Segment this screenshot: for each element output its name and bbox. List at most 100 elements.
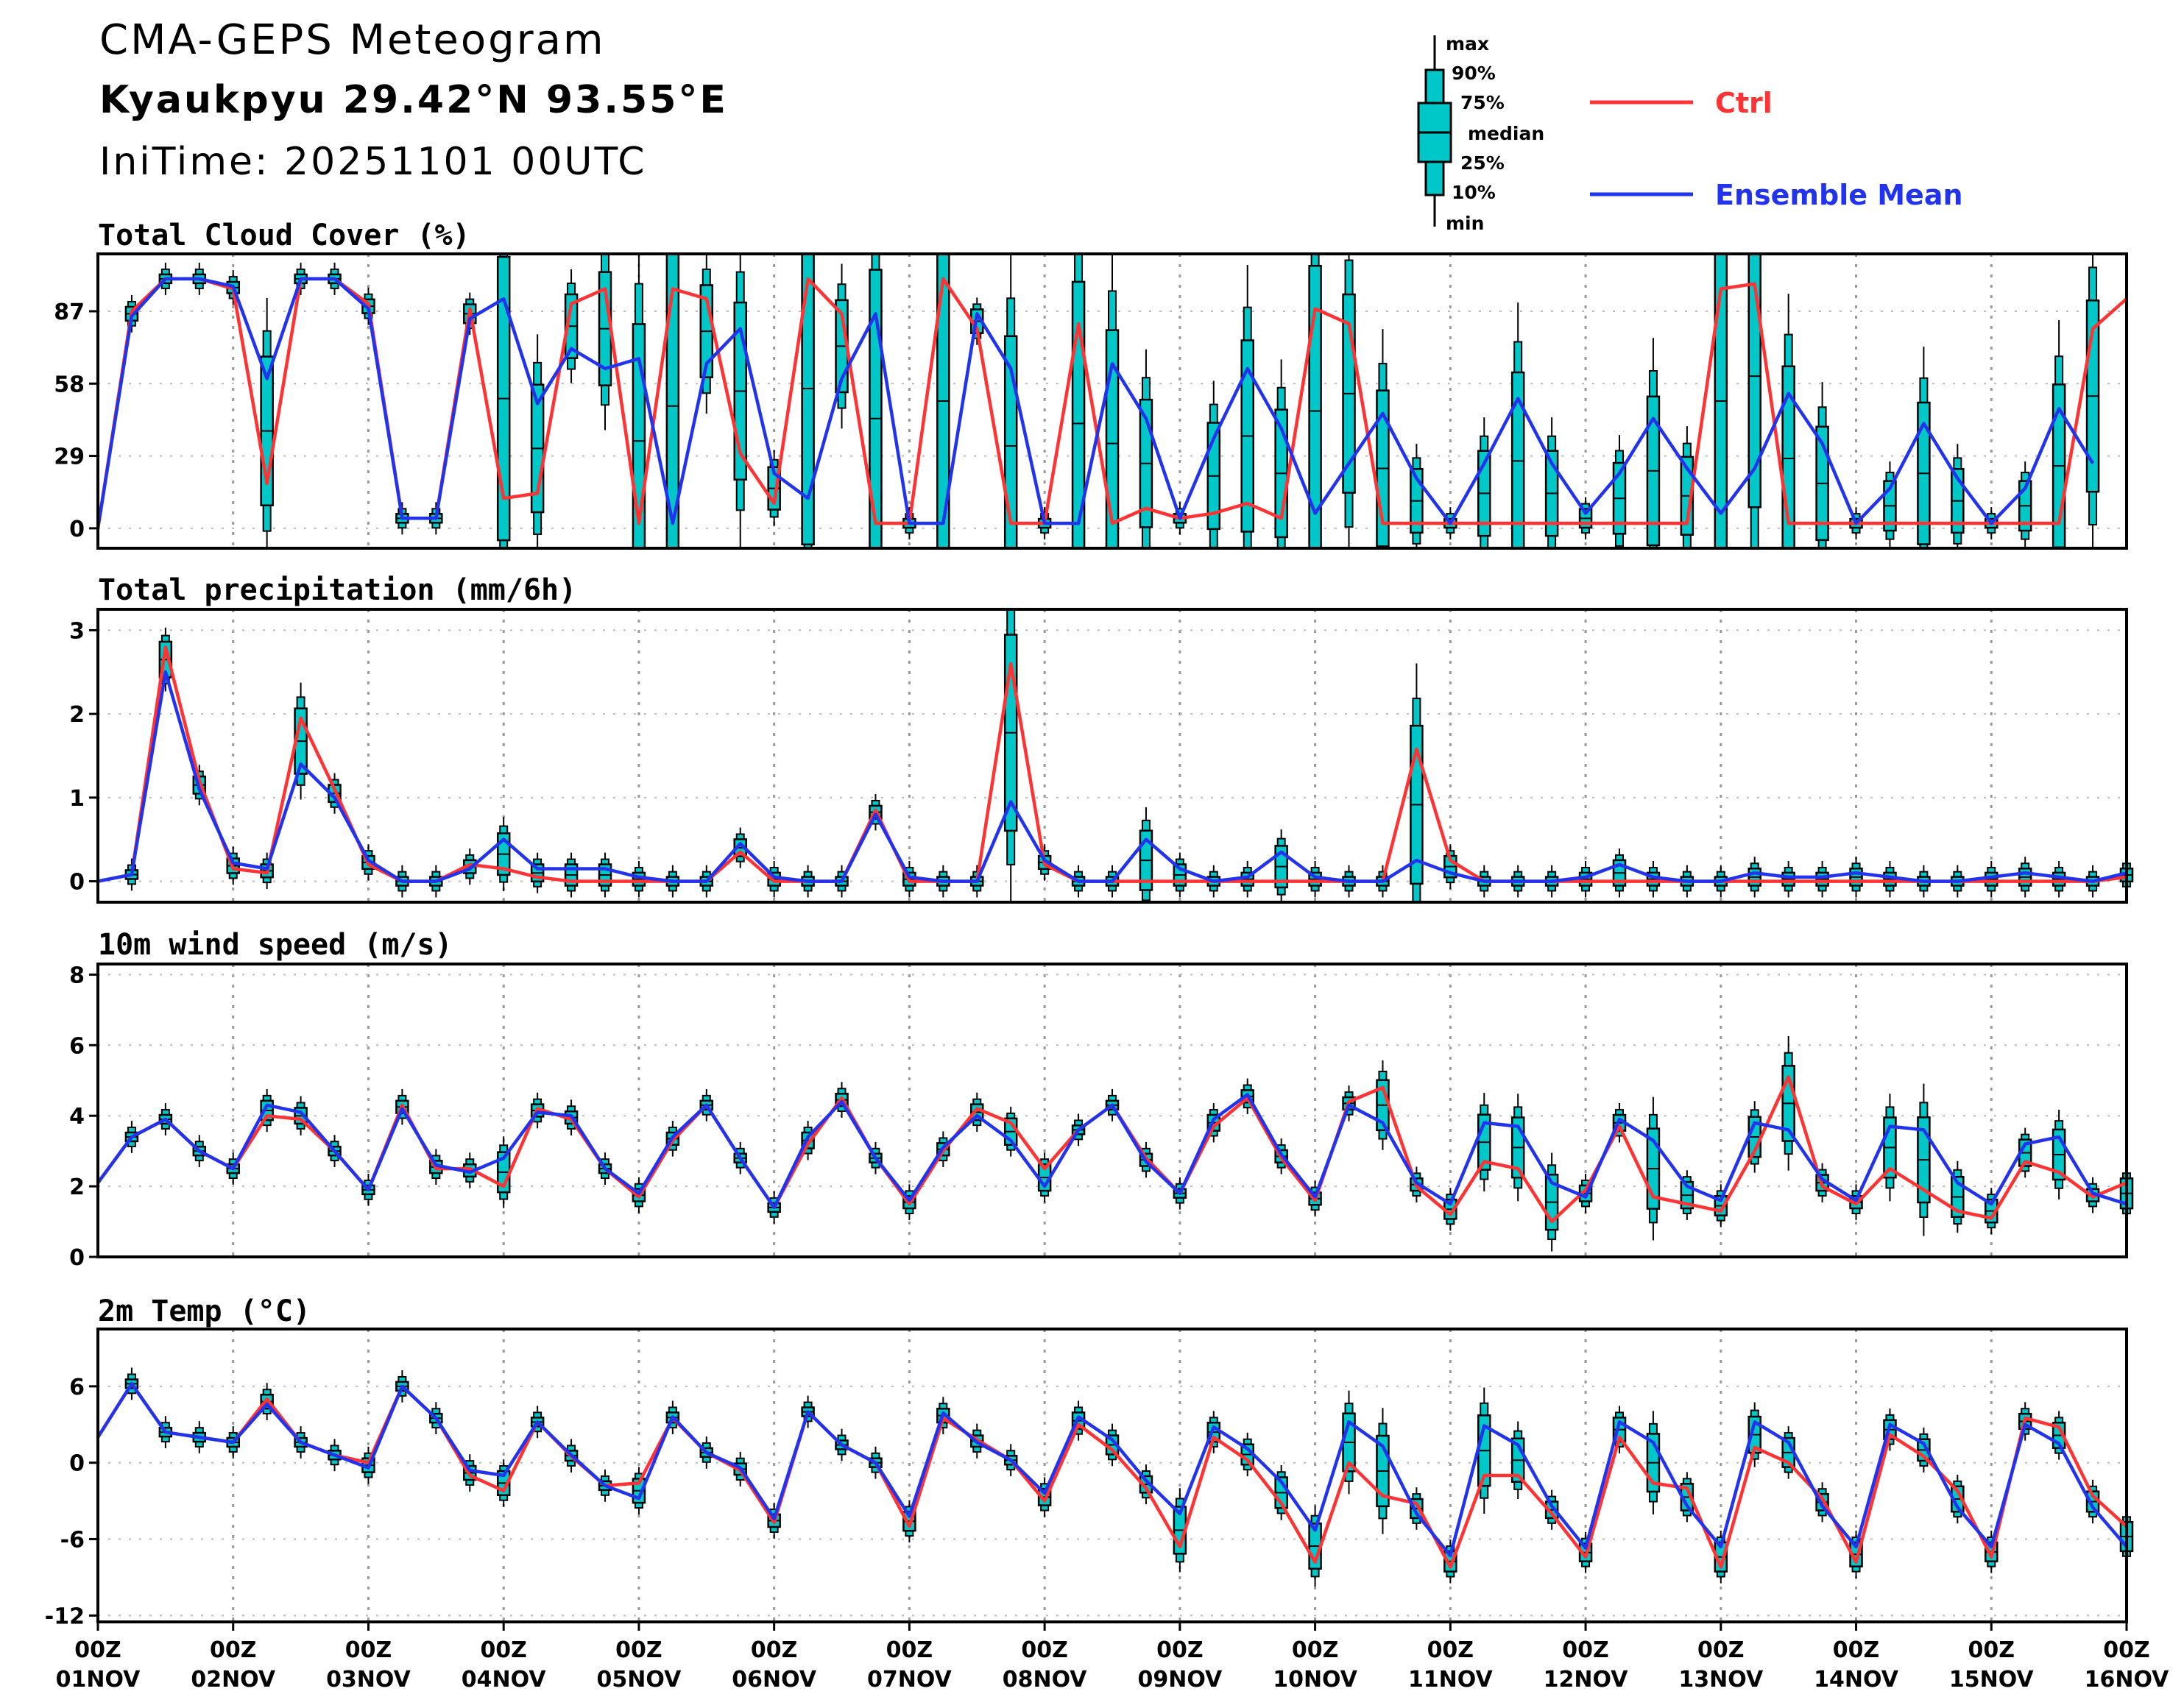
- x-tick-hour: 00Z: [1833, 1637, 1880, 1663]
- box-glyph: [2052, 1110, 2066, 1200]
- y-tick-label: -6: [60, 1528, 85, 1553]
- box-glyph: [1680, 1170, 1694, 1220]
- y-tick-label: 6: [69, 1033, 85, 1059]
- box-glyph: [1510, 1094, 1525, 1202]
- box-glyph: [1781, 860, 1795, 898]
- box-glyph: [1646, 338, 1661, 549]
- x-tick-date: 16NOV: [2085, 1667, 2170, 1693]
- y-tick-label: 87: [54, 300, 85, 325]
- box-glyph: [1477, 1093, 1491, 1192]
- legend-max-label: max: [1446, 33, 1489, 54]
- box-glyph: [1917, 347, 1931, 549]
- y-tick-label: 6: [69, 1375, 85, 1400]
- box-glyph: [2085, 254, 2100, 548]
- box-glyph: [1003, 609, 1018, 902]
- box-glyph: [1477, 1387, 1491, 1514]
- panel-frame: [96, 608, 2128, 904]
- box-glyph: [1544, 1152, 1559, 1252]
- box-glyph: [1781, 294, 1795, 550]
- box-glyph: [564, 852, 579, 898]
- x-axis: 00Z 01NOV 00Z 02NOV 00Z 03NOV 00Z 04NOV 00Z 05NOV…: [56, 1622, 2170, 1693]
- station-location: Kyaukpyu 29.42°N 93.55°E: [99, 78, 728, 122]
- box-glyph: [1173, 852, 1187, 898]
- box-glyph: [1612, 435, 1627, 548]
- legend-mean-label: Ensemble Mean: [1715, 179, 1963, 211]
- panel-title: Total Cloud Cover (%): [98, 219, 470, 252]
- x-tick-hour: 00Z: [1562, 1637, 1609, 1663]
- box-glyph: [1612, 848, 1627, 898]
- box-glyph: [1240, 264, 1254, 549]
- x-tick-hour: 00Z: [345, 1637, 392, 1663]
- box-glyph: [1376, 1060, 1390, 1150]
- ensemble-mean-series-line: [96, 277, 2095, 529]
- ctrl-series-line: [96, 1382, 2128, 1569]
- box-glyph: [1883, 1094, 1897, 1202]
- x-tick-date: 04NOV: [462, 1667, 547, 1693]
- box-glyph: [496, 817, 511, 892]
- panel-2: Total precipitation (mm/6h) 0 1 2 3: [69, 573, 2134, 904]
- box-glyph: [1342, 254, 1356, 548]
- box-glyph: [1951, 1160, 1965, 1233]
- y-tick-label: 58: [54, 372, 85, 397]
- y-tick-label: 2: [69, 702, 85, 728]
- x-tick-hour: 00Z: [886, 1637, 933, 1663]
- box-glyph: [598, 253, 612, 430]
- x-tick-date: 07NOV: [867, 1667, 953, 1693]
- y-tick-label: 0: [69, 1451, 85, 1477]
- box-glyph: [1139, 807, 1153, 902]
- legend-min-label: min: [1446, 213, 1484, 234]
- box-glyph: [1747, 252, 1761, 549]
- y-tick-label: 0: [69, 870, 85, 896]
- box-glyph: [1578, 497, 1593, 540]
- panel-title: 2m Temp (°C): [98, 1294, 311, 1328]
- box-glyph: [1410, 663, 1424, 904]
- x-tick-hour: 00Z: [1156, 1637, 1204, 1663]
- box-glyph: [1544, 417, 1559, 549]
- x-tick-hour: 00Z: [2103, 1637, 2150, 1663]
- box-glyph: [1747, 1101, 1761, 1173]
- box-glyph: [496, 1136, 511, 1208]
- x-tick-date: 09NOV: [1137, 1667, 1223, 1693]
- box-glyph: [1206, 380, 1221, 548]
- x-tick-hour: 00Z: [615, 1637, 662, 1663]
- box-glyph: [1883, 461, 1897, 548]
- y-tick-label: 1: [69, 786, 85, 812]
- box-glyph: [1951, 1474, 1965, 1524]
- x-tick-date: 01NOV: [56, 1667, 141, 1693]
- y-tick-label: 29: [54, 444, 85, 470]
- ensemble-mean-series-line: [97, 670, 2127, 883]
- y-tick-label: 0: [69, 1245, 85, 1271]
- panel-4: 2m Temp (°C) -12 -6 0 6: [45, 1294, 2134, 1629]
- x-tick-hour: 00Z: [751, 1637, 798, 1663]
- panel-3: 10m wind speed (m/s) 0 2 4 6 8: [69, 928, 2134, 1271]
- x-tick-date: 03NOV: [326, 1667, 411, 1693]
- legend-ctrl-label: Ctrl: [1715, 87, 1773, 119]
- box-glyph: [1917, 1083, 1931, 1236]
- x-tick-date: 13NOV: [1678, 1667, 1764, 1693]
- y-tick-label: 0: [69, 517, 85, 542]
- x-tick-hour: 00Z: [1697, 1637, 1745, 1663]
- ctrl-series-line: [97, 645, 2127, 883]
- x-tick-date: 11NOV: [1408, 1667, 1494, 1693]
- x-tick-date: 02NOV: [191, 1667, 276, 1693]
- ensemble-mean-series-line: [96, 1093, 2127, 1210]
- panel-frame: [96, 963, 2128, 1258]
- box-glyph: [1376, 1408, 1390, 1534]
- box-glyph: [1747, 857, 1761, 898]
- box-glyph: [1951, 444, 1965, 548]
- box-glyph: [1646, 1411, 1661, 1515]
- y-tick-label: 3: [69, 618, 85, 644]
- box-glyph: [1510, 302, 1525, 550]
- panel-frame: [96, 252, 2128, 550]
- legend-25-label: 25%: [1460, 152, 1505, 174]
- box-glyph: [2018, 857, 2032, 898]
- box-glyph: [1815, 860, 1829, 898]
- chart-legend: max 90% 75% median 25% 10% min Ctrl Ense…: [1417, 33, 1963, 234]
- x-tick-date: 08NOV: [1003, 1667, 1088, 1693]
- y-tick-label: 2: [69, 1174, 85, 1200]
- legend-median-label: median: [1468, 123, 1544, 144]
- x-tick-hour: 00Z: [1021, 1637, 1068, 1663]
- legend-box-outer: [1424, 68, 1445, 104]
- box-glyph: [564, 269, 579, 383]
